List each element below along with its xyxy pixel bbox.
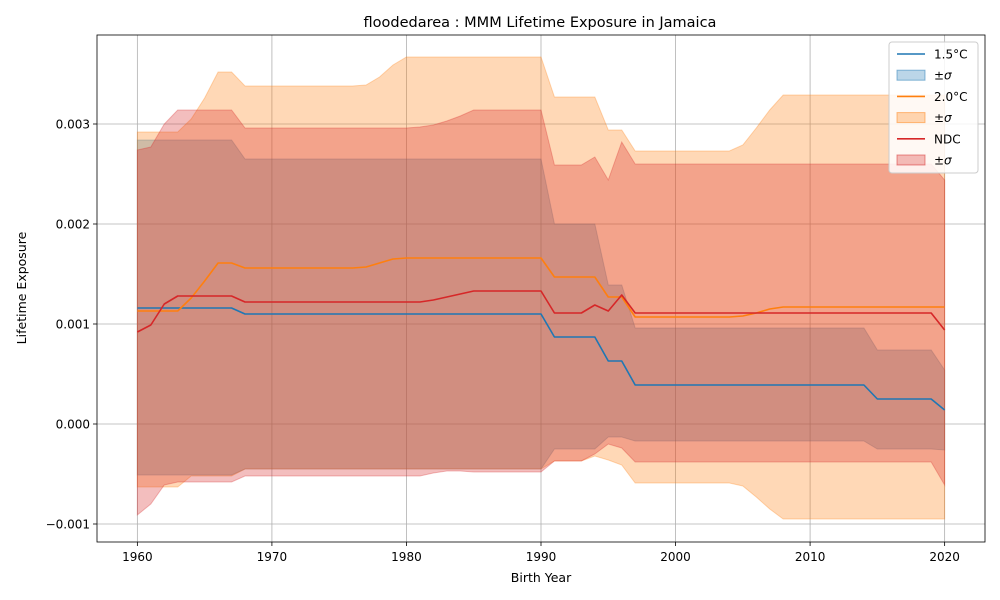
legend: 1.5°C ±σ 2.0°C ±σ NDC ±σ bbox=[888, 41, 979, 174]
x-axis-label: Birth Year bbox=[511, 570, 572, 585]
x-tick-label: 2020 bbox=[929, 550, 960, 564]
series-line-2 bbox=[136, 290, 946, 333]
x-tick-label: 1990 bbox=[526, 550, 557, 564]
y-tick-label: 0.003 bbox=[56, 118, 90, 132]
legend-box bbox=[888, 41, 979, 174]
y-tick-label: 0.001 bbox=[56, 318, 90, 332]
series-line-1 bbox=[137, 257, 945, 318]
y-tick-label: 0.000 bbox=[56, 418, 90, 432]
y-tick-label: 0.002 bbox=[56, 218, 90, 232]
series-line-0 bbox=[137, 307, 946, 411]
y-axis-ticks: −0.001 0.000 0.001 0.002 0.003 bbox=[46, 118, 97, 532]
y-axis-label: Lifetime Exposure bbox=[14, 231, 29, 344]
x-tick-label: 1980 bbox=[391, 550, 422, 564]
x-tick-label: 2000 bbox=[660, 550, 691, 564]
legend-series-label: 2.0°C bbox=[934, 90, 967, 104]
sigma-bands bbox=[136, 56, 946, 520]
sigma-band-series-0 bbox=[136, 139, 946, 476]
legend-band-label: ±σ bbox=[934, 111, 952, 125]
legend-band-label: ±σ bbox=[934, 154, 952, 168]
x-tick-label: 2010 bbox=[795, 550, 826, 564]
grid-lines bbox=[97, 35, 985, 542]
legend-band-swatch bbox=[896, 112, 926, 124]
legend-band-label: ±σ bbox=[934, 69, 952, 83]
legend-series-label: NDC bbox=[934, 132, 961, 146]
x-tick-label: 1970 bbox=[257, 550, 288, 564]
legend-band-swatch bbox=[896, 154, 926, 166]
x-tick-label: 1960 bbox=[122, 550, 153, 564]
series-lines bbox=[136, 257, 946, 411]
sigma-band-series-1 bbox=[136, 56, 946, 520]
legend-band-swatch bbox=[896, 69, 926, 81]
chart-title: floodedarea : MMM Lifetime Exposure in J… bbox=[364, 15, 717, 31]
legend-series-label: 1.5°C bbox=[934, 48, 967, 62]
sigma-band-series-2 bbox=[136, 109, 946, 517]
x-axis-ticks: 1960 1970 1980 1990 2000 2010 2020 bbox=[122, 542, 960, 564]
y-tick-label: −0.001 bbox=[46, 518, 90, 532]
